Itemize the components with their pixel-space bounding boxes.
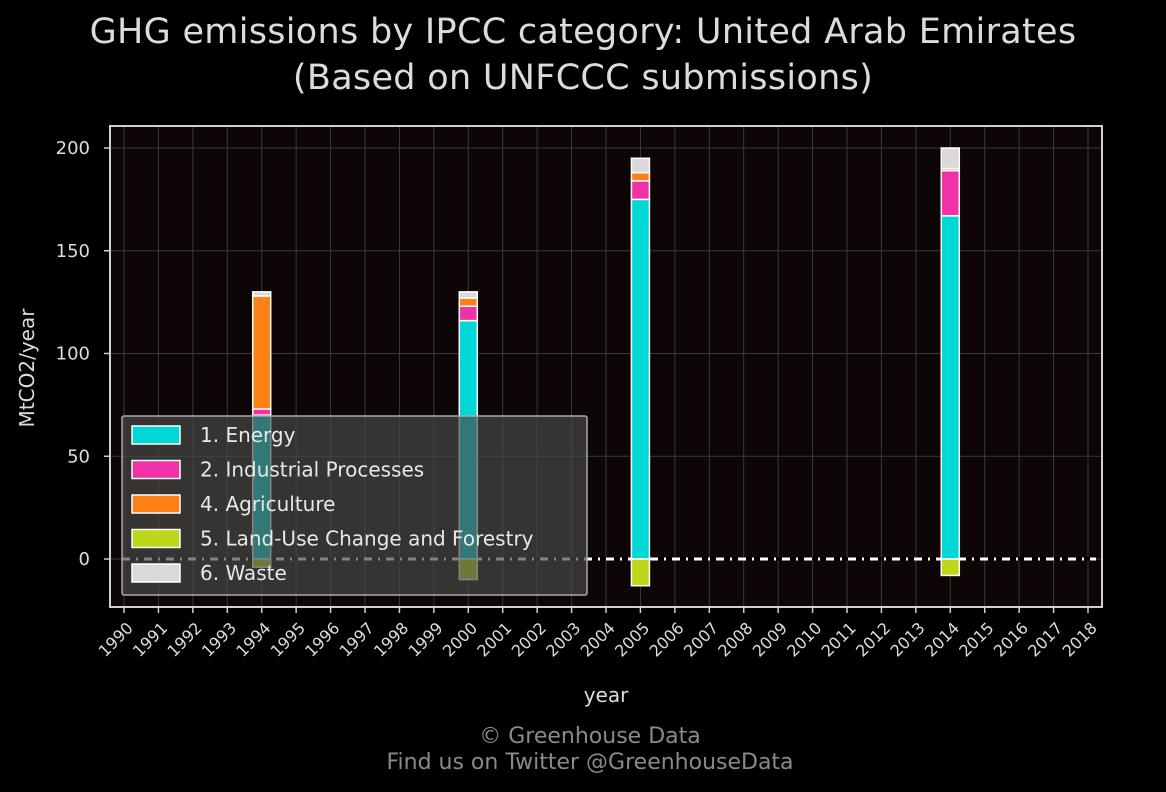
x-tick-label: 1990 xyxy=(95,618,137,660)
chart-title: GHG emissions by IPCC category: United A… xyxy=(89,12,1077,52)
y-tick-label: 200 xyxy=(56,138,90,159)
y-ticks: 0 50 100 150 200 xyxy=(56,138,110,570)
legend-swatch xyxy=(131,459,181,480)
x-tick-label: 2016 xyxy=(990,618,1032,660)
legend: 1. Energy 2. Industrial Processes 4. Agric… xyxy=(121,415,588,596)
legend-swatch xyxy=(131,494,181,514)
legend-box xyxy=(121,415,588,596)
x-tick-label: 2003 xyxy=(542,618,584,660)
bar-segment xyxy=(630,558,651,587)
bar-segment xyxy=(251,291,272,297)
x-tick-label: 1993 xyxy=(198,618,240,660)
x-tick-label: 2015 xyxy=(955,618,997,660)
x-tick-label: 2013 xyxy=(886,618,928,660)
bar-segment xyxy=(940,215,961,560)
x-tick-label: 1998 xyxy=(370,618,412,660)
x-tick-label: 1994 xyxy=(232,618,274,660)
bar-segment xyxy=(940,169,961,217)
y-tick-label: 100 xyxy=(56,344,90,365)
x-tick-label: 2018 xyxy=(1059,618,1101,660)
x-tick-label: 1999 xyxy=(404,618,446,660)
x-tick-label: 2002 xyxy=(508,618,550,660)
bar-segment xyxy=(458,305,479,322)
x-tick-label: 1996 xyxy=(301,618,343,660)
bar-segment xyxy=(940,147,961,170)
legend-label: 5. Land-Use Change and Forestry xyxy=(200,527,534,551)
x-tick-label: 2004 xyxy=(577,618,619,660)
y-tick-label: 150 xyxy=(56,241,90,262)
x-tick-label: 1997 xyxy=(336,618,378,660)
legend-swatch xyxy=(131,563,181,583)
legend-label: 6. Waste xyxy=(200,561,287,585)
bar-segment xyxy=(251,295,272,410)
legend-swatch xyxy=(131,528,181,549)
x-tick-label: 2017 xyxy=(1024,618,1066,660)
chart-subtitle: (Based on UNFCCC submissions) xyxy=(292,58,874,98)
x-tick-label: 2010 xyxy=(783,618,825,660)
x-tick-label: 2009 xyxy=(749,618,791,660)
bar-segment xyxy=(940,558,961,577)
legend-label: 4. Agriculture xyxy=(200,492,335,516)
x-tick-label: 2007 xyxy=(680,618,722,660)
bar-segment xyxy=(458,297,479,307)
legend-label: 2. Industrial Processes xyxy=(200,458,424,482)
bar-segment xyxy=(630,198,651,560)
x-tick-label: 1995 xyxy=(267,618,309,660)
x-tick-label: 2005 xyxy=(611,618,653,660)
bar-segment xyxy=(251,408,272,416)
legend-label: 1. Energy xyxy=(200,423,296,447)
x-tick-label: 2001 xyxy=(473,618,515,660)
x-tick-label: 2006 xyxy=(645,618,687,660)
y-tick-label: 0 xyxy=(79,549,90,570)
x-tick-label: 1991 xyxy=(129,618,171,660)
x-tick-label: 2012 xyxy=(852,618,894,660)
x-tick-label: 2000 xyxy=(439,618,481,660)
x-ticks: 1990199119921993199419951996199719981999… xyxy=(95,607,1101,661)
footer-copyright: © Greenhouse Data xyxy=(479,724,701,749)
x-tick-label: 2008 xyxy=(714,618,756,660)
x-axis-label: year xyxy=(584,683,629,707)
footer-twitter: Find us on Twitter @GreenhouseData xyxy=(386,750,794,775)
bar-segment xyxy=(458,291,479,299)
bar-segment xyxy=(630,157,651,174)
bar-segment xyxy=(630,180,651,201)
y-tick-label: 50 xyxy=(67,446,90,467)
legend-swatch xyxy=(131,425,181,445)
y-axis-label: MtCO2/year xyxy=(15,308,39,428)
x-tick-label: 1992 xyxy=(163,618,205,660)
bar-segment xyxy=(630,171,651,182)
x-tick-label: 2014 xyxy=(921,618,963,660)
x-tick-label: 2011 xyxy=(818,618,860,660)
